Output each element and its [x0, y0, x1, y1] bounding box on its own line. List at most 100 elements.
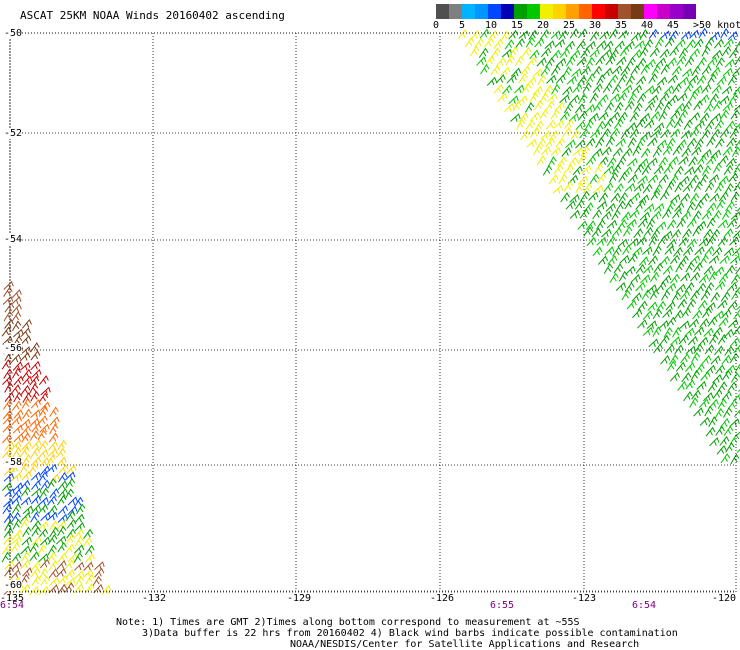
wind-barb	[730, 211, 740, 220]
wind-barb	[28, 383, 39, 394]
wind-barb	[689, 174, 699, 185]
wind-barb	[688, 156, 698, 167]
lat-label-60: -60	[4, 580, 23, 591]
wind-barb	[699, 192, 710, 203]
wind-barb	[11, 511, 21, 523]
wind-barb	[719, 417, 730, 428]
wind-barb	[663, 85, 675, 95]
wind-barb	[20, 583, 31, 594]
wind-barb	[652, 326, 662, 338]
wind-barb	[736, 207, 740, 212]
wind-barb	[670, 254, 680, 265]
wind-barb	[637, 300, 648, 311]
wind-barb	[55, 535, 67, 545]
wind-barb	[595, 137, 605, 148]
wind-barb	[669, 46, 680, 57]
wind-barb	[618, 29, 629, 40]
wind-barb	[586, 236, 597, 247]
legend-swatch	[566, 4, 579, 19]
wind-barb	[74, 496, 84, 508]
wind-barb	[712, 100, 723, 111]
wind-barb	[704, 344, 715, 355]
wind-barb	[707, 316, 718, 327]
wind-barb	[699, 112, 710, 123]
wind-barb	[84, 583, 95, 594]
wind-barb	[662, 308, 673, 319]
legend-swatch	[683, 4, 696, 19]
wind-barb	[543, 84, 554, 96]
wind-barb	[708, 416, 718, 427]
wind-barb	[575, 103, 585, 114]
wind-barb	[37, 543, 47, 555]
wind-barb	[723, 328, 734, 339]
wind-barb	[38, 568, 48, 580]
wind-barb	[474, 37, 484, 48]
wind-barb	[690, 369, 700, 381]
wind-barb	[689, 111, 701, 122]
wind-barb	[526, 56, 537, 67]
wind-barb	[20, 351, 31, 362]
wind-barb	[693, 100, 703, 111]
wind-barb	[627, 137, 637, 148]
wind-barb	[681, 68, 693, 77]
wind-barb	[630, 64, 641, 76]
wind-barb	[49, 416, 60, 426]
wind-barb	[647, 137, 658, 147]
wind-barb	[712, 246, 723, 257]
wind-barb	[603, 165, 615, 175]
wind-barb	[520, 65, 531, 76]
wind-barb	[689, 192, 700, 204]
lon-label-123: -123	[572, 593, 597, 604]
wind-barb	[719, 435, 730, 446]
wind-barb	[692, 309, 703, 320]
wind-barb	[710, 112, 722, 122]
wind-barb	[732, 230, 740, 239]
wind-barb	[3, 534, 14, 545]
wind-barb	[708, 255, 720, 264]
wind-barb	[661, 289, 671, 301]
legend-swatch	[644, 4, 657, 19]
wind-barb	[730, 109, 740, 120]
wind-barb	[676, 92, 688, 102]
wind-barb	[57, 505, 69, 515]
wind-barb	[678, 334, 689, 345]
wind-barb	[497, 92, 508, 103]
wind-barb	[516, 118, 526, 130]
wind-barb	[732, 325, 740, 336]
wind-barb	[38, 504, 49, 514]
wind-barb	[38, 440, 49, 451]
wind-barb	[563, 164, 574, 174]
wind-barb	[596, 40, 607, 50]
wind-barb	[725, 264, 736, 276]
wind-barb	[678, 236, 689, 247]
wind-barb	[661, 208, 672, 219]
wind-barb	[733, 344, 740, 354]
wind-barb	[3, 310, 14, 322]
wind-barb	[676, 55, 687, 66]
wind-barb	[631, 49, 642, 59]
wind-barb	[93, 583, 104, 594]
wind-barb	[707, 56, 718, 67]
wind-barb	[577, 175, 589, 185]
wind-barb	[48, 568, 59, 579]
wind-barb	[734, 409, 740, 418]
wind-barb	[20, 545, 31, 555]
wind-barb	[20, 479, 31, 490]
wind-barb	[38, 471, 49, 482]
wind-barb	[31, 368, 42, 378]
wind-barb	[22, 505, 34, 515]
wind-barb	[555, 74, 566, 84]
legend-tick-label: 15	[511, 20, 524, 31]
wind-barb	[717, 236, 728, 247]
wind-barb	[500, 30, 510, 42]
wind-barb	[65, 477, 76, 489]
wind-barb	[696, 74, 707, 85]
wind-barb	[606, 156, 617, 168]
wind-barb	[579, 128, 590, 139]
wind-barb	[568, 113, 579, 122]
wind-barb	[714, 345, 725, 356]
wind-barb	[596, 120, 606, 132]
wind-barb	[470, 29, 481, 41]
wind-barb	[644, 119, 655, 129]
wind-barb	[47, 495, 57, 506]
